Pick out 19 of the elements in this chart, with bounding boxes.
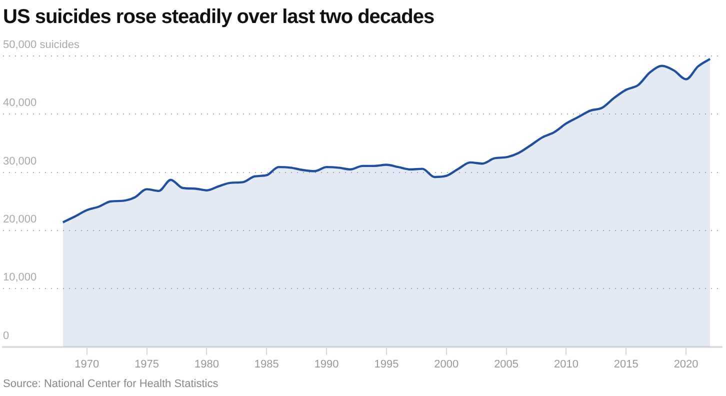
x-tick-label: 2005 [494,358,519,370]
x-tick-label: 2000 [434,358,459,370]
x-tick-label: 1970 [74,358,100,370]
source-note: Source: National Center for Health Statistics [3,378,218,390]
x-tick-label: 1990 [314,358,339,370]
x-tick-label: 2015 [614,358,638,370]
y-tick-label: 20,000 [3,214,37,226]
y-tick-label: 0 [3,330,10,342]
chart-title: US suicides rose steadily over last two decades [3,6,434,29]
y-tick-label: 50,000 suicides [3,39,80,52]
x-tick-label: 2010 [554,358,578,370]
x-tick-label: 1985 [254,358,279,370]
y-tick-label: 30,000 [3,155,37,168]
x-tick-label: 1995 [374,358,399,370]
y-tick-label: 10,000 [3,272,37,284]
x-tick-label: 1980 [194,358,219,370]
x-tick-label: 1975 [134,358,160,370]
y-tick-label: 40,000 [3,97,37,110]
x-tick-label: 2020 [674,358,698,370]
